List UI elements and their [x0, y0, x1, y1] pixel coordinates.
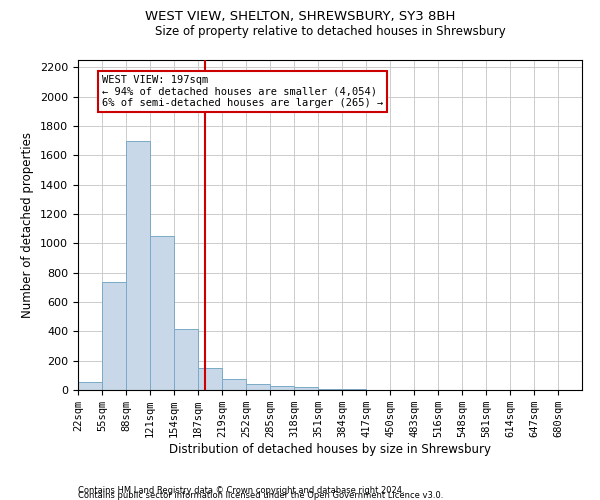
Bar [318, 388, 342, 390]
Bar [270, 386, 294, 390]
Bar [294, 387, 318, 390]
Bar [246, 384, 270, 390]
Y-axis label: Number of detached properties: Number of detached properties [22, 132, 34, 318]
Title: Size of property relative to detached houses in Shrewsbury: Size of property relative to detached ho… [155, 25, 505, 38]
Bar [174, 329, 198, 390]
Bar [198, 368, 222, 390]
Bar [150, 236, 174, 390]
Bar [78, 382, 102, 390]
Bar [222, 378, 246, 390]
Bar [126, 140, 150, 390]
Text: Contains HM Land Registry data © Crown copyright and database right 2024.: Contains HM Land Registry data © Crown c… [78, 486, 404, 495]
Text: WEST VIEW, SHELTON, SHREWSBURY, SY3 8BH: WEST VIEW, SHELTON, SHREWSBURY, SY3 8BH [145, 10, 455, 23]
Bar [102, 282, 126, 390]
Text: Contains public sector information licensed under the Open Government Licence v3: Contains public sector information licen… [78, 491, 443, 500]
Text: WEST VIEW: 197sqm
← 94% of detached houses are smaller (4,054)
6% of semi-detach: WEST VIEW: 197sqm ← 94% of detached hous… [102, 74, 383, 108]
X-axis label: Distribution of detached houses by size in Shrewsbury: Distribution of detached houses by size … [169, 443, 491, 456]
